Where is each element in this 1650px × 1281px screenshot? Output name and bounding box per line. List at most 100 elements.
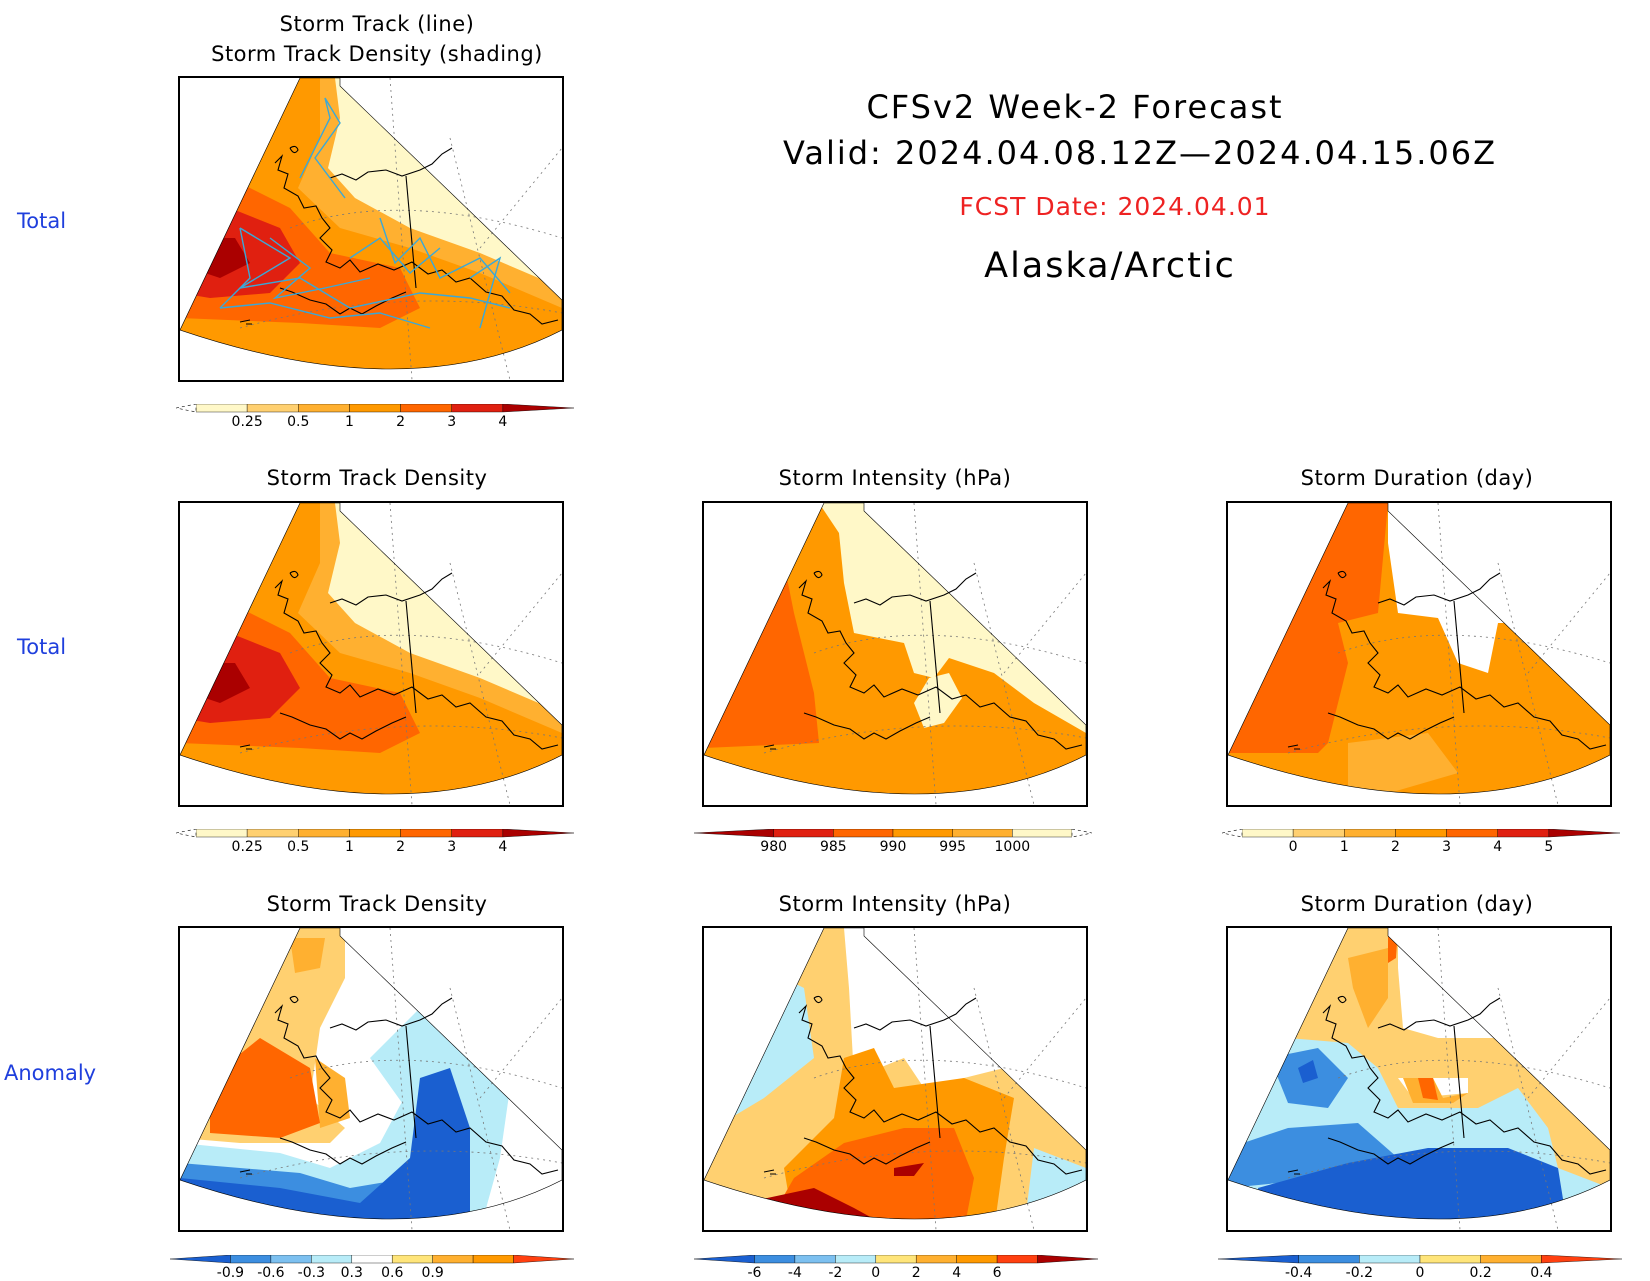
domain-outline <box>180 928 562 1220</box>
colorbar-tick-label: 0.5 <box>287 414 310 430</box>
colorbar-tick-label: 2 <box>396 414 406 430</box>
panel-title-density-anom: Storm Track Density <box>266 892 488 916</box>
shading-layer <box>1228 503 1610 794</box>
domain-outline <box>704 928 1086 1220</box>
colorbar-swatch <box>298 829 350 838</box>
shading-contour-3 <box>1388 928 1438 1100</box>
row-label-total-1: Total <box>17 209 67 233</box>
colorbar-density-total: 0.25 0.5 1 2 3 4 <box>176 404 574 434</box>
coastline <box>1287 995 1607 1175</box>
colorbar-duration: 0 1 2 3 4 5 <box>1222 829 1620 859</box>
colorbar-tick-label: 1000 <box>994 839 1031 855</box>
colorbar-tick-label: -4 <box>787 1265 802 1281</box>
colorbar-extend-left <box>1222 829 1243 838</box>
forecast-date: FCST Date: 2024.04.01 <box>959 192 1271 221</box>
colorbar-swatch <box>1446 829 1498 838</box>
colorbar-tick-label: 2 <box>1390 839 1400 855</box>
colorbar-swatch <box>246 829 299 838</box>
coastline <box>763 995 1083 1175</box>
colorbar-swatch <box>513 1255 574 1264</box>
row-label-anomaly: Anomaly <box>4 1061 97 1085</box>
domain-outline <box>1228 928 1610 1220</box>
shading-layer <box>704 503 1086 794</box>
colorbar-tick-label: 985 <box>819 839 847 855</box>
colorbar-tick-label: 3 <box>1442 839 1452 855</box>
colorbar-density-anomaly: -0.9 -0.6 -0.3 0.3 0.6 0.9 <box>170 1255 574 1281</box>
colorbar-swatch <box>694 1255 755 1264</box>
forecast-title: CFSv2 Week-2 Forecast <box>866 88 1284 126</box>
colorbar-swatch <box>349 829 401 838</box>
colorbar-swatch <box>400 404 452 413</box>
colorbar-swatch <box>833 829 894 838</box>
colorbar-tick-label: 1 <box>1339 839 1349 855</box>
shading-layer <box>704 928 1086 1219</box>
colorbar-swatch <box>1541 1255 1622 1264</box>
colorbar-swatch <box>195 829 248 838</box>
colorbar-swatch <box>170 1255 231 1264</box>
colorbar-swatch <box>952 829 1013 838</box>
colorbar-swatch <box>351 1255 393 1264</box>
graticule <box>239 78 562 380</box>
domain-outline <box>180 503 562 795</box>
map-track-density <box>178 501 564 807</box>
colorbar-swatch <box>451 829 504 838</box>
shading-contour-2 <box>1348 733 1458 794</box>
colorbar-tick-label: 6 <box>992 1265 1002 1281</box>
panel-title-intensity-anom: Storm Intensity (hPa) <box>778 892 1012 916</box>
colorbar-tick-label: 0 <box>871 1265 881 1281</box>
domain-outline <box>1228 503 1610 795</box>
graticule <box>1287 503 1610 805</box>
colorbar-swatch <box>694 829 774 838</box>
colorbar-tick-label: -0.9 <box>216 1265 245 1281</box>
colorbar-tick-label: 5 <box>1544 839 1554 855</box>
colorbar-tick-label: 1 <box>344 839 354 855</box>
panel-title-track-line: Storm Track (line) <box>279 12 475 36</box>
shading-contour-5 <box>1228 1048 1398 1188</box>
colorbar-density: 0.25 0.5 1 2 3 4 <box>176 829 574 859</box>
shading-layer <box>180 78 562 369</box>
shading-layer <box>180 928 562 1219</box>
colorbar-tick-label: 4 <box>498 414 508 430</box>
graticule <box>763 928 1086 1230</box>
colorbar-swatch <box>392 1255 433 1264</box>
colorbar-swatch <box>875 1255 917 1264</box>
graticule <box>763 503 1086 805</box>
colorbar-swatch <box>502 404 574 413</box>
colorbar-tick-label: 990 <box>879 839 907 855</box>
colorbar-tick-label: 0 <box>1288 839 1298 855</box>
colorbar-swatch <box>502 829 574 838</box>
shading-contour-3 <box>210 1038 320 1138</box>
shading-contour-3 <box>914 673 962 728</box>
colorbar-tick-label: 3 <box>447 414 457 430</box>
colorbar-swatch <box>1359 1255 1421 1264</box>
colorbar-tick-label: -2 <box>828 1265 843 1281</box>
map-track-density-total <box>178 76 564 382</box>
storm-tracks <box>219 97 511 329</box>
shading-layer <box>180 503 562 794</box>
map-duration-anomaly <box>1226 926 1612 1232</box>
colorbar-swatch <box>195 404 248 413</box>
colorbar-swatch <box>892 829 953 838</box>
colorbar-tick-label: 0.3 <box>340 1265 363 1281</box>
colorbar-swatch <box>1241 829 1294 838</box>
valid-period: Valid: 2024.04.08.12Z—2024.04.15.06Z <box>782 134 1498 172</box>
colorbar-tick-label: 995 <box>939 839 967 855</box>
colorbar-swatch <box>1012 829 1073 838</box>
domain-outline <box>180 78 562 370</box>
map-intensity-anomaly <box>702 926 1088 1232</box>
colorbar-extend-left <box>176 404 197 413</box>
colorbar-swatch <box>1497 829 1550 838</box>
colorbar-tick-label: -6 <box>747 1265 762 1281</box>
colorbar-swatch <box>349 404 401 413</box>
colorbar-swatch <box>246 404 299 413</box>
colorbar-tick-label: 4 <box>952 1265 962 1281</box>
colorbar-tick-label: 0.2 <box>1469 1265 1492 1281</box>
colorbar-tick-label: 1 <box>344 414 354 430</box>
colorbar-tick-label: 3 <box>447 839 457 855</box>
colorbar-swatch <box>432 1255 474 1264</box>
colorbar-duration-anomaly: -0.4 -0.2 0 0.2 0.4 <box>1218 1255 1622 1281</box>
colorbar-swatch <box>1395 829 1447 838</box>
colorbar-tick-label: 4 <box>1493 839 1503 855</box>
colorbar-tick-label: 0.4 <box>1530 1265 1553 1281</box>
colorbar-tick-label: 2 <box>396 839 406 855</box>
